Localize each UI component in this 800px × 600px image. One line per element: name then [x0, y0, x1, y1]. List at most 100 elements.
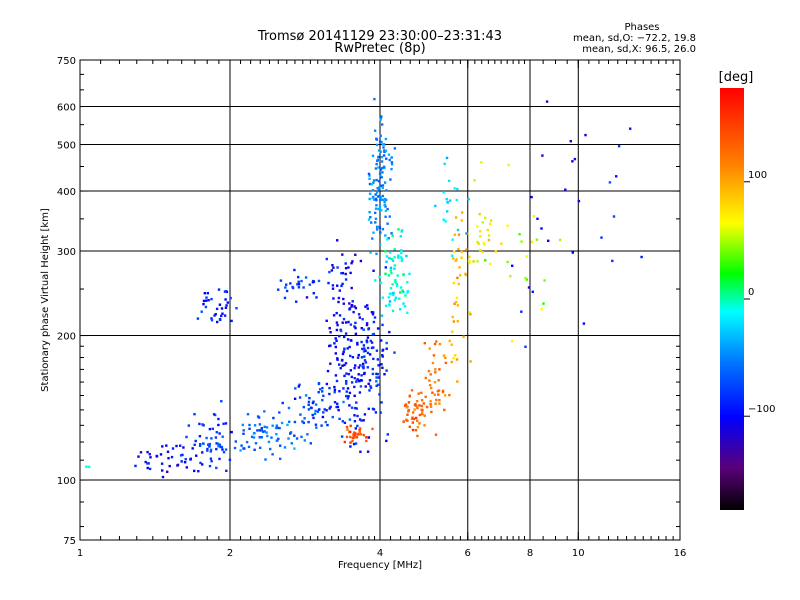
data-point	[370, 346, 374, 350]
data-point	[423, 424, 426, 427]
data-point	[368, 192, 372, 195]
data-point	[383, 149, 386, 152]
data-point	[346, 397, 350, 400]
data-point	[344, 272, 347, 276]
data-point	[547, 239, 550, 242]
data-point	[367, 218, 371, 221]
data-point	[360, 340, 363, 344]
y-tick-label: 600	[57, 103, 76, 114]
data-point	[375, 252, 378, 256]
data-point	[344, 267, 348, 270]
data-point	[364, 349, 367, 352]
data-point	[215, 431, 218, 434]
data-point	[359, 450, 362, 453]
data-point	[543, 279, 546, 282]
data-point	[372, 231, 375, 234]
data-point	[242, 429, 245, 432]
data-point	[532, 215, 536, 218]
data-point	[340, 272, 343, 275]
data-point	[372, 320, 376, 324]
data-point	[321, 415, 325, 419]
data-point	[308, 283, 311, 286]
data-point	[390, 163, 394, 166]
data-point	[524, 276, 527, 280]
data-point	[376, 187, 379, 190]
data-point	[253, 448, 256, 451]
data-point	[214, 313, 217, 316]
data-point	[269, 447, 272, 451]
data-point	[185, 435, 188, 439]
data-point	[317, 391, 320, 394]
data-point	[287, 437, 290, 440]
data-point	[455, 358, 459, 361]
data-point	[420, 404, 423, 408]
data-point	[364, 385, 367, 388]
data-point	[375, 163, 378, 166]
data-point	[369, 216, 372, 219]
data-point	[361, 362, 365, 366]
data-point	[358, 428, 361, 431]
data-point	[309, 442, 312, 445]
data-point	[202, 302, 205, 306]
data-point	[359, 379, 362, 382]
data-point	[390, 232, 393, 235]
data-point	[278, 426, 281, 430]
data-point	[375, 380, 378, 383]
data-point	[448, 179, 451, 183]
data-point	[374, 197, 378, 201]
data-point	[608, 181, 612, 184]
data-point	[331, 284, 335, 287]
data-point	[413, 408, 416, 411]
data-point	[357, 313, 361, 316]
data-point	[293, 268, 296, 272]
y-tick-label: 750	[57, 56, 76, 67]
data-point	[368, 177, 371, 180]
data-point	[476, 240, 479, 244]
data-point	[476, 225, 479, 228]
data-point	[342, 350, 345, 353]
data-point	[393, 299, 397, 302]
data-point	[205, 299, 208, 302]
data-point	[211, 427, 214, 430]
data-point	[220, 307, 224, 310]
data-point	[384, 149, 388, 153]
data-point	[382, 154, 386, 157]
data-point	[389, 266, 393, 270]
data-point	[353, 305, 356, 308]
data-point	[304, 276, 308, 279]
colorbar-tick-label: −100	[748, 404, 775, 415]
data-point	[210, 460, 213, 463]
data-point	[347, 320, 350, 324]
data-point	[254, 442, 258, 445]
data-point	[571, 160, 574, 163]
data-point	[376, 195, 380, 198]
data-point	[386, 238, 389, 241]
data-point	[411, 416, 414, 419]
data-point	[382, 165, 386, 168]
data-point	[390, 257, 393, 261]
data-point	[418, 422, 421, 425]
data-point	[386, 207, 389, 211]
data-point	[354, 332, 358, 335]
data-point	[322, 411, 325, 414]
data-point	[191, 447, 194, 450]
data-point	[250, 435, 254, 438]
data-point	[414, 403, 417, 406]
data-point	[424, 376, 427, 380]
data-point	[300, 435, 303, 439]
data-point	[259, 436, 263, 439]
data-point	[205, 436, 208, 440]
data-point	[288, 420, 291, 423]
colorbar-unit: [deg]	[719, 70, 754, 85]
data-point	[284, 286, 287, 289]
data-point	[335, 328, 339, 332]
data-point	[558, 238, 562, 242]
data-point	[363, 413, 367, 416]
data-point	[600, 236, 603, 239]
data-point	[331, 264, 334, 267]
data-point	[476, 260, 479, 263]
data-point	[472, 260, 475, 263]
data-point	[381, 228, 385, 231]
data-point	[381, 355, 384, 358]
data-point	[271, 453, 274, 456]
